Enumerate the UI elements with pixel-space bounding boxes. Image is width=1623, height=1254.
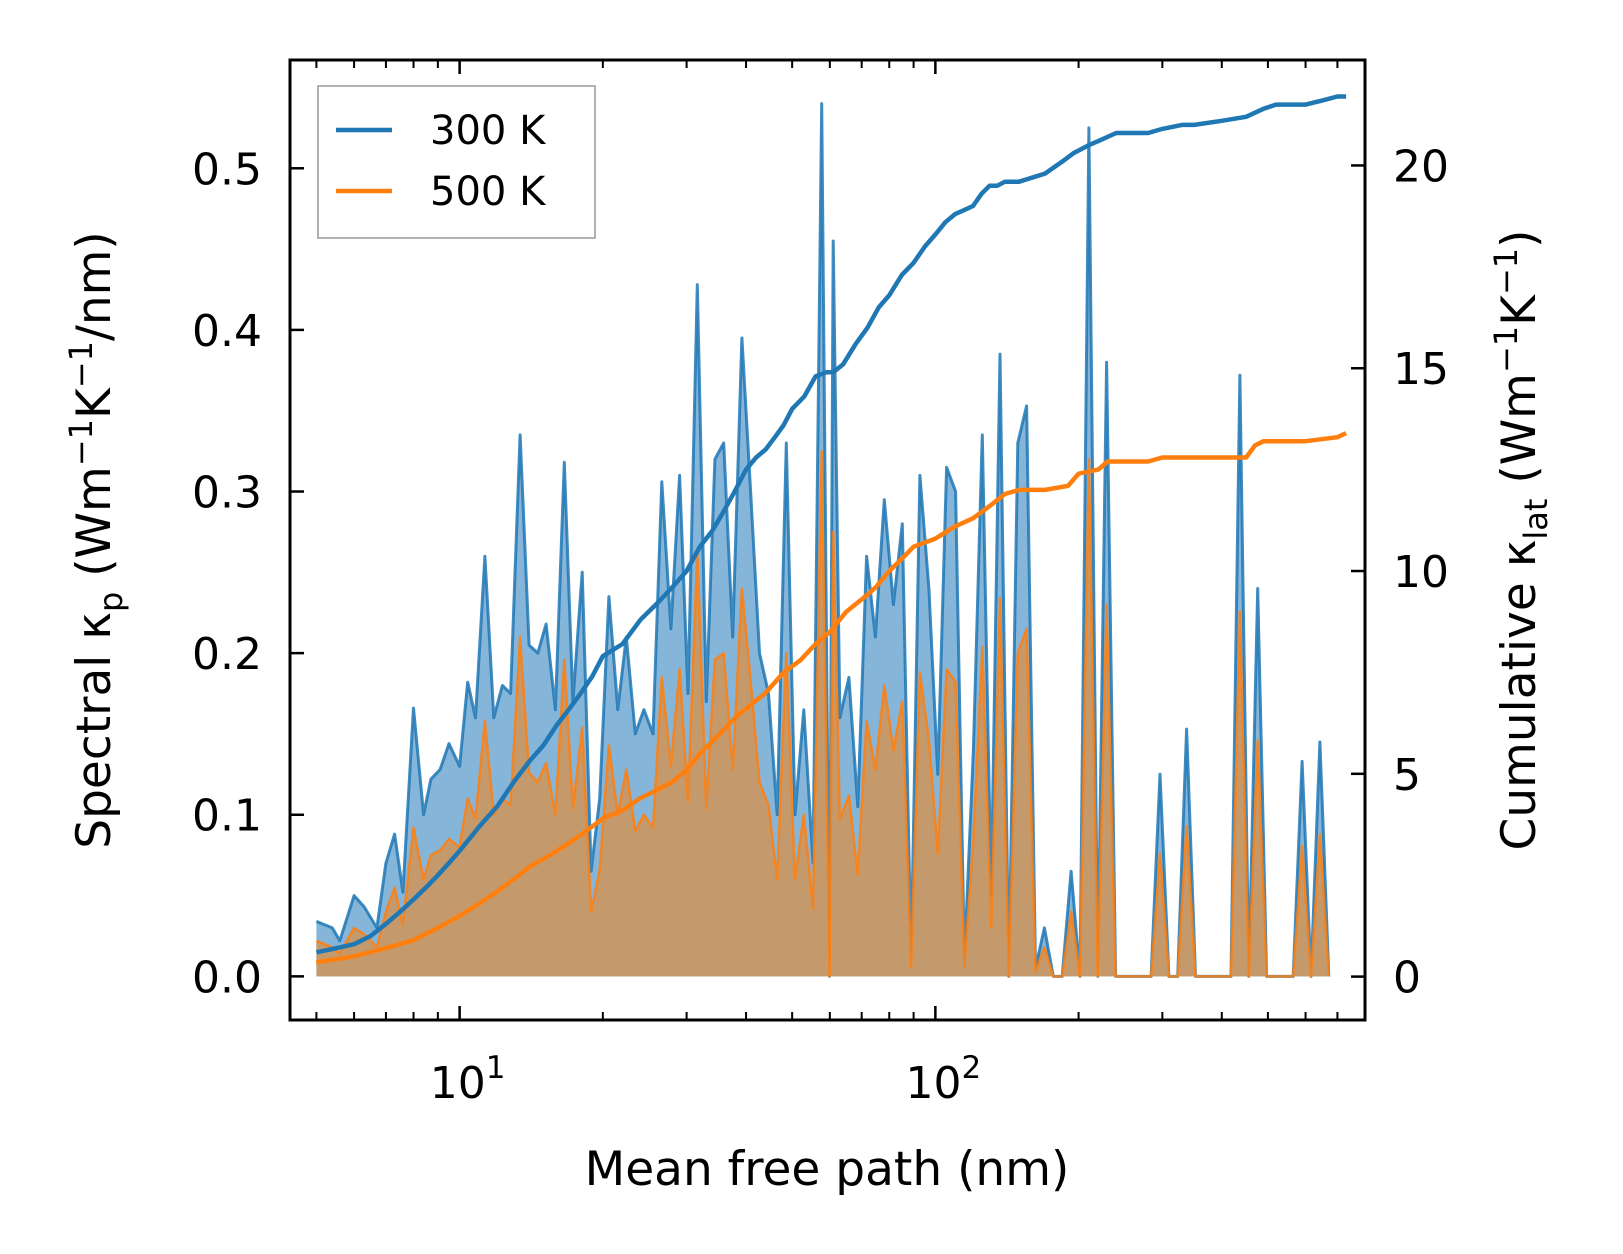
y-left-tick-label: 0.1: [192, 791, 262, 842]
x-tick-label: 101: [430, 1050, 506, 1109]
plot-area: [315, 94, 1348, 978]
y-left-tick-label: 0.0: [192, 952, 262, 1003]
legend: 300 K 500 K: [317, 85, 596, 239]
y-right-tick-label: 20: [1393, 141, 1449, 192]
cumulative-line-300k: [315, 94, 1347, 955]
y-left-tick-label: 0.4: [192, 306, 262, 357]
y-right-tick-label: 5: [1393, 750, 1421, 801]
legend-label-500k: 500 K: [430, 169, 547, 215]
y-left-tick-label: 0.2: [192, 629, 262, 680]
y-right-tick-label: 0: [1393, 953, 1421, 1004]
y-axis-right-title: Cumulative κlat (Wm−1K−1): [1487, 229, 1555, 850]
y-left-tick-label: 0.3: [192, 468, 262, 519]
y-axis-left-title: Spectral κp (Wm−1K−1/nm): [62, 231, 130, 848]
x-axis-title: Mean free path (nm): [585, 1142, 1070, 1197]
y-left-tick-label: 0.5: [192, 144, 262, 195]
x-tick-label: 102: [905, 1050, 981, 1109]
legend-label-300k: 300 K: [430, 108, 547, 154]
legend-frame: [317, 85, 596, 239]
y-right-tick-label: 15: [1393, 344, 1449, 395]
plot-frame: [288, 58, 1367, 1022]
cumulative-line-500k: [316, 431, 1348, 965]
ticks-layer: 0.0 0.1 0.2 0.3 0.4 0.5 0 5 10 15 20: [192, 60, 1449, 1020]
y-right-tick-label: 10: [1393, 547, 1449, 598]
